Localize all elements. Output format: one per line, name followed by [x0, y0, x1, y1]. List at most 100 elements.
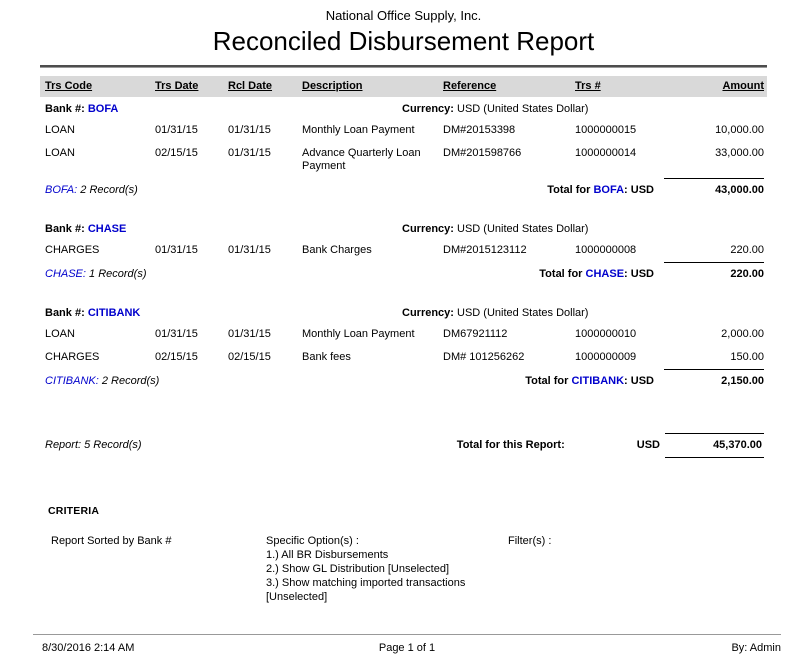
cell-trs-code: LOAN [45, 328, 75, 340]
criteria-heading: CRITERIA [48, 505, 100, 517]
group-records-bank-link[interactable]: CHASE: [45, 268, 86, 280]
col-header-reference: Reference [443, 80, 497, 92]
table-header-row: Trs Code Trs Date Rcl Date Description R… [40, 76, 767, 97]
cell-description: Monthly Loan Payment [302, 124, 415, 136]
col-header-description: Description [302, 80, 363, 92]
criteria-specific-options: Specific Option(s) : 1.) All BR Disburse… [266, 534, 494, 604]
report-total-row: Report: 5 Record(s) Total for this Repor… [40, 433, 767, 458]
footer-datetime: 8/30/2016 2:14 AM [42, 642, 135, 654]
bank-group-chase: Bank #: CHASE Currency: USD (United Stat… [40, 217, 767, 281]
cell-description: Monthly Loan Payment [302, 328, 415, 340]
group-records-bank-link[interactable]: CITIBANK: [45, 375, 99, 387]
cell-trs-date: 02/15/15 [155, 147, 198, 159]
col-header-rcl-date: Rcl Date [228, 80, 273, 92]
report-total-currency: USD [636, 439, 660, 451]
total-bank-name-link[interactable]: BOFA [593, 184, 625, 196]
cell-amount: 10,000.00 [715, 124, 764, 136]
col-header-trs-date: Trs Date [155, 80, 199, 92]
table-row: LOAN 01/31/15 01/31/15 Monthly Loan Paym… [40, 119, 767, 142]
cell-trs-no: 1000000010 [575, 328, 637, 340]
currency-info: Currency: USD (United States Dollar) [402, 103, 588, 116]
cell-trs-no: 1000000015 [575, 124, 637, 136]
bank-header-row: Bank #: BOFA Currency: USD (United State… [40, 97, 767, 119]
cell-trs-no: 1000000014 [575, 147, 637, 159]
cell-amount: 2,000.00 [721, 328, 764, 340]
cell-trs-code: CHARGES [45, 244, 100, 256]
group-total-label: Total for CITIBANK: USD [525, 369, 664, 388]
bank-group-citibank: Bank #: CITIBANK Currency: USD (United S… [40, 301, 767, 388]
report-footer: 8/30/2016 2:14 AM Page 1 of 1 By: Admin [33, 634, 781, 655]
total-for-label: Total for [525, 375, 569, 387]
currency-label: Currency: [402, 223, 454, 235]
group-total-amount: 2,150.00 [664, 369, 764, 388]
criteria-row: Report Sorted by Bank # Specific Option(… [40, 534, 767, 604]
bank-name-link[interactable]: BOFA [87, 103, 119, 115]
group-records-count: 2 Record(s) [101, 375, 160, 387]
bank-name-link[interactable]: CHASE [87, 223, 127, 235]
group-records-count: 1 Record(s) [89, 268, 147, 280]
group-records-count: 2 Record(s) [80, 184, 138, 196]
cell-amount: 33,000.00 [715, 147, 764, 159]
table-row: CHARGES 02/15/15 02/15/15 Bank fees DM# … [40, 346, 767, 369]
col-header-amount: Amount [722, 80, 764, 92]
cell-rcl-date: 01/31/15 [228, 147, 271, 159]
criteria-sort-order: Report Sorted by Bank # [51, 535, 172, 547]
table-row: LOAN 01/31/15 01/31/15 Monthly Loan Paym… [40, 323, 767, 346]
currency-info: Currency: USD (United States Dollar) [402, 223, 588, 236]
report-total-amount: 45,370.00 [665, 433, 764, 458]
footer-generated-by: By: Admin [731, 642, 781, 654]
currency-value: USD (United States Dollar) [457, 307, 589, 319]
cell-description: Advance Quarterly Loan Payment [302, 147, 421, 172]
total-bank-name-link[interactable]: CITIBANK [571, 375, 625, 387]
total-usd-suffix: : USD [624, 268, 654, 280]
report-total-label: Total for this Report: [456, 439, 565, 451]
criteria-filters-label: Filter(s) : [508, 535, 552, 547]
group-total-row: CITIBANK: 2 Record(s) Total for CITIBANK… [40, 369, 767, 388]
group-records-bank-link[interactable]: BOFA: [45, 184, 78, 196]
criteria-option: 1.) All BR Disbursements [266, 549, 389, 561]
total-bank-name-link[interactable]: CHASE [585, 268, 625, 280]
cell-trs-no: 1000000009 [575, 351, 637, 363]
bank-name-link[interactable]: CITIBANK [87, 307, 141, 319]
cell-reference: DM#20153398 [443, 124, 516, 136]
cell-description: Bank Charges [302, 244, 372, 256]
criteria-options-label: Specific Option(s) : [266, 535, 359, 547]
total-usd-suffix: : USD [624, 184, 654, 196]
group-total-label: Total for BOFA: USD [547, 178, 664, 197]
group-total-row: BOFA: 2 Record(s) Total for BOFA: USD 43… [40, 178, 767, 197]
cell-trs-date: 01/31/15 [155, 328, 198, 340]
cell-rcl-date: 01/31/15 [228, 244, 271, 256]
group-total-amount: 43,000.00 [664, 178, 764, 197]
cell-amount: 220.00 [730, 244, 764, 256]
cell-reference: DM# 101256262 [443, 351, 525, 363]
table-row: LOAN 02/15/15 01/31/15 Advance Quarterly… [40, 142, 767, 178]
currency-label: Currency: [402, 307, 454, 319]
criteria-option: 3.) Show matching imported transactions … [266, 577, 466, 603]
cell-trs-date: 02/15/15 [155, 351, 198, 363]
bank-number-label: Bank #: [45, 103, 85, 115]
cell-trs-code: LOAN [45, 147, 75, 159]
cell-trs-date: 01/31/15 [155, 244, 198, 256]
cell-trs-code: CHARGES [45, 351, 100, 363]
group-total-amount: 220.00 [664, 262, 764, 281]
cell-amount: 150.00 [730, 351, 764, 363]
col-header-trs-no: Trs # [575, 80, 601, 92]
cell-description: Bank fees [302, 351, 351, 363]
currency-info: Currency: USD (United States Dollar) [402, 307, 588, 320]
group-total-label: Total for CHASE: USD [539, 262, 664, 281]
currency-value: USD (United States Dollar) [457, 223, 589, 235]
cell-reference: DM#201598766 [443, 147, 522, 159]
company-name: National Office Supply, Inc. [325, 8, 482, 23]
bank-number-label: Bank #: [45, 307, 85, 319]
cell-reference: DM67921112 [443, 328, 508, 340]
group-record-count: BOFA: 2 Record(s) [45, 178, 547, 197]
group-total-row: CHASE: 1 Record(s) Total for CHASE: USD … [40, 262, 767, 281]
cell-trs-code: LOAN [45, 124, 75, 136]
report-record-count: Report: 5 Record(s) [45, 439, 142, 451]
col-header-trs-code: Trs Code [45, 80, 93, 92]
total-for-label: Total for [539, 268, 583, 280]
criteria-option: 2.) Show GL Distribution [Unselected] [266, 563, 450, 575]
group-record-count: CITIBANK: 2 Record(s) [45, 369, 525, 388]
currency-label: Currency: [402, 103, 454, 115]
